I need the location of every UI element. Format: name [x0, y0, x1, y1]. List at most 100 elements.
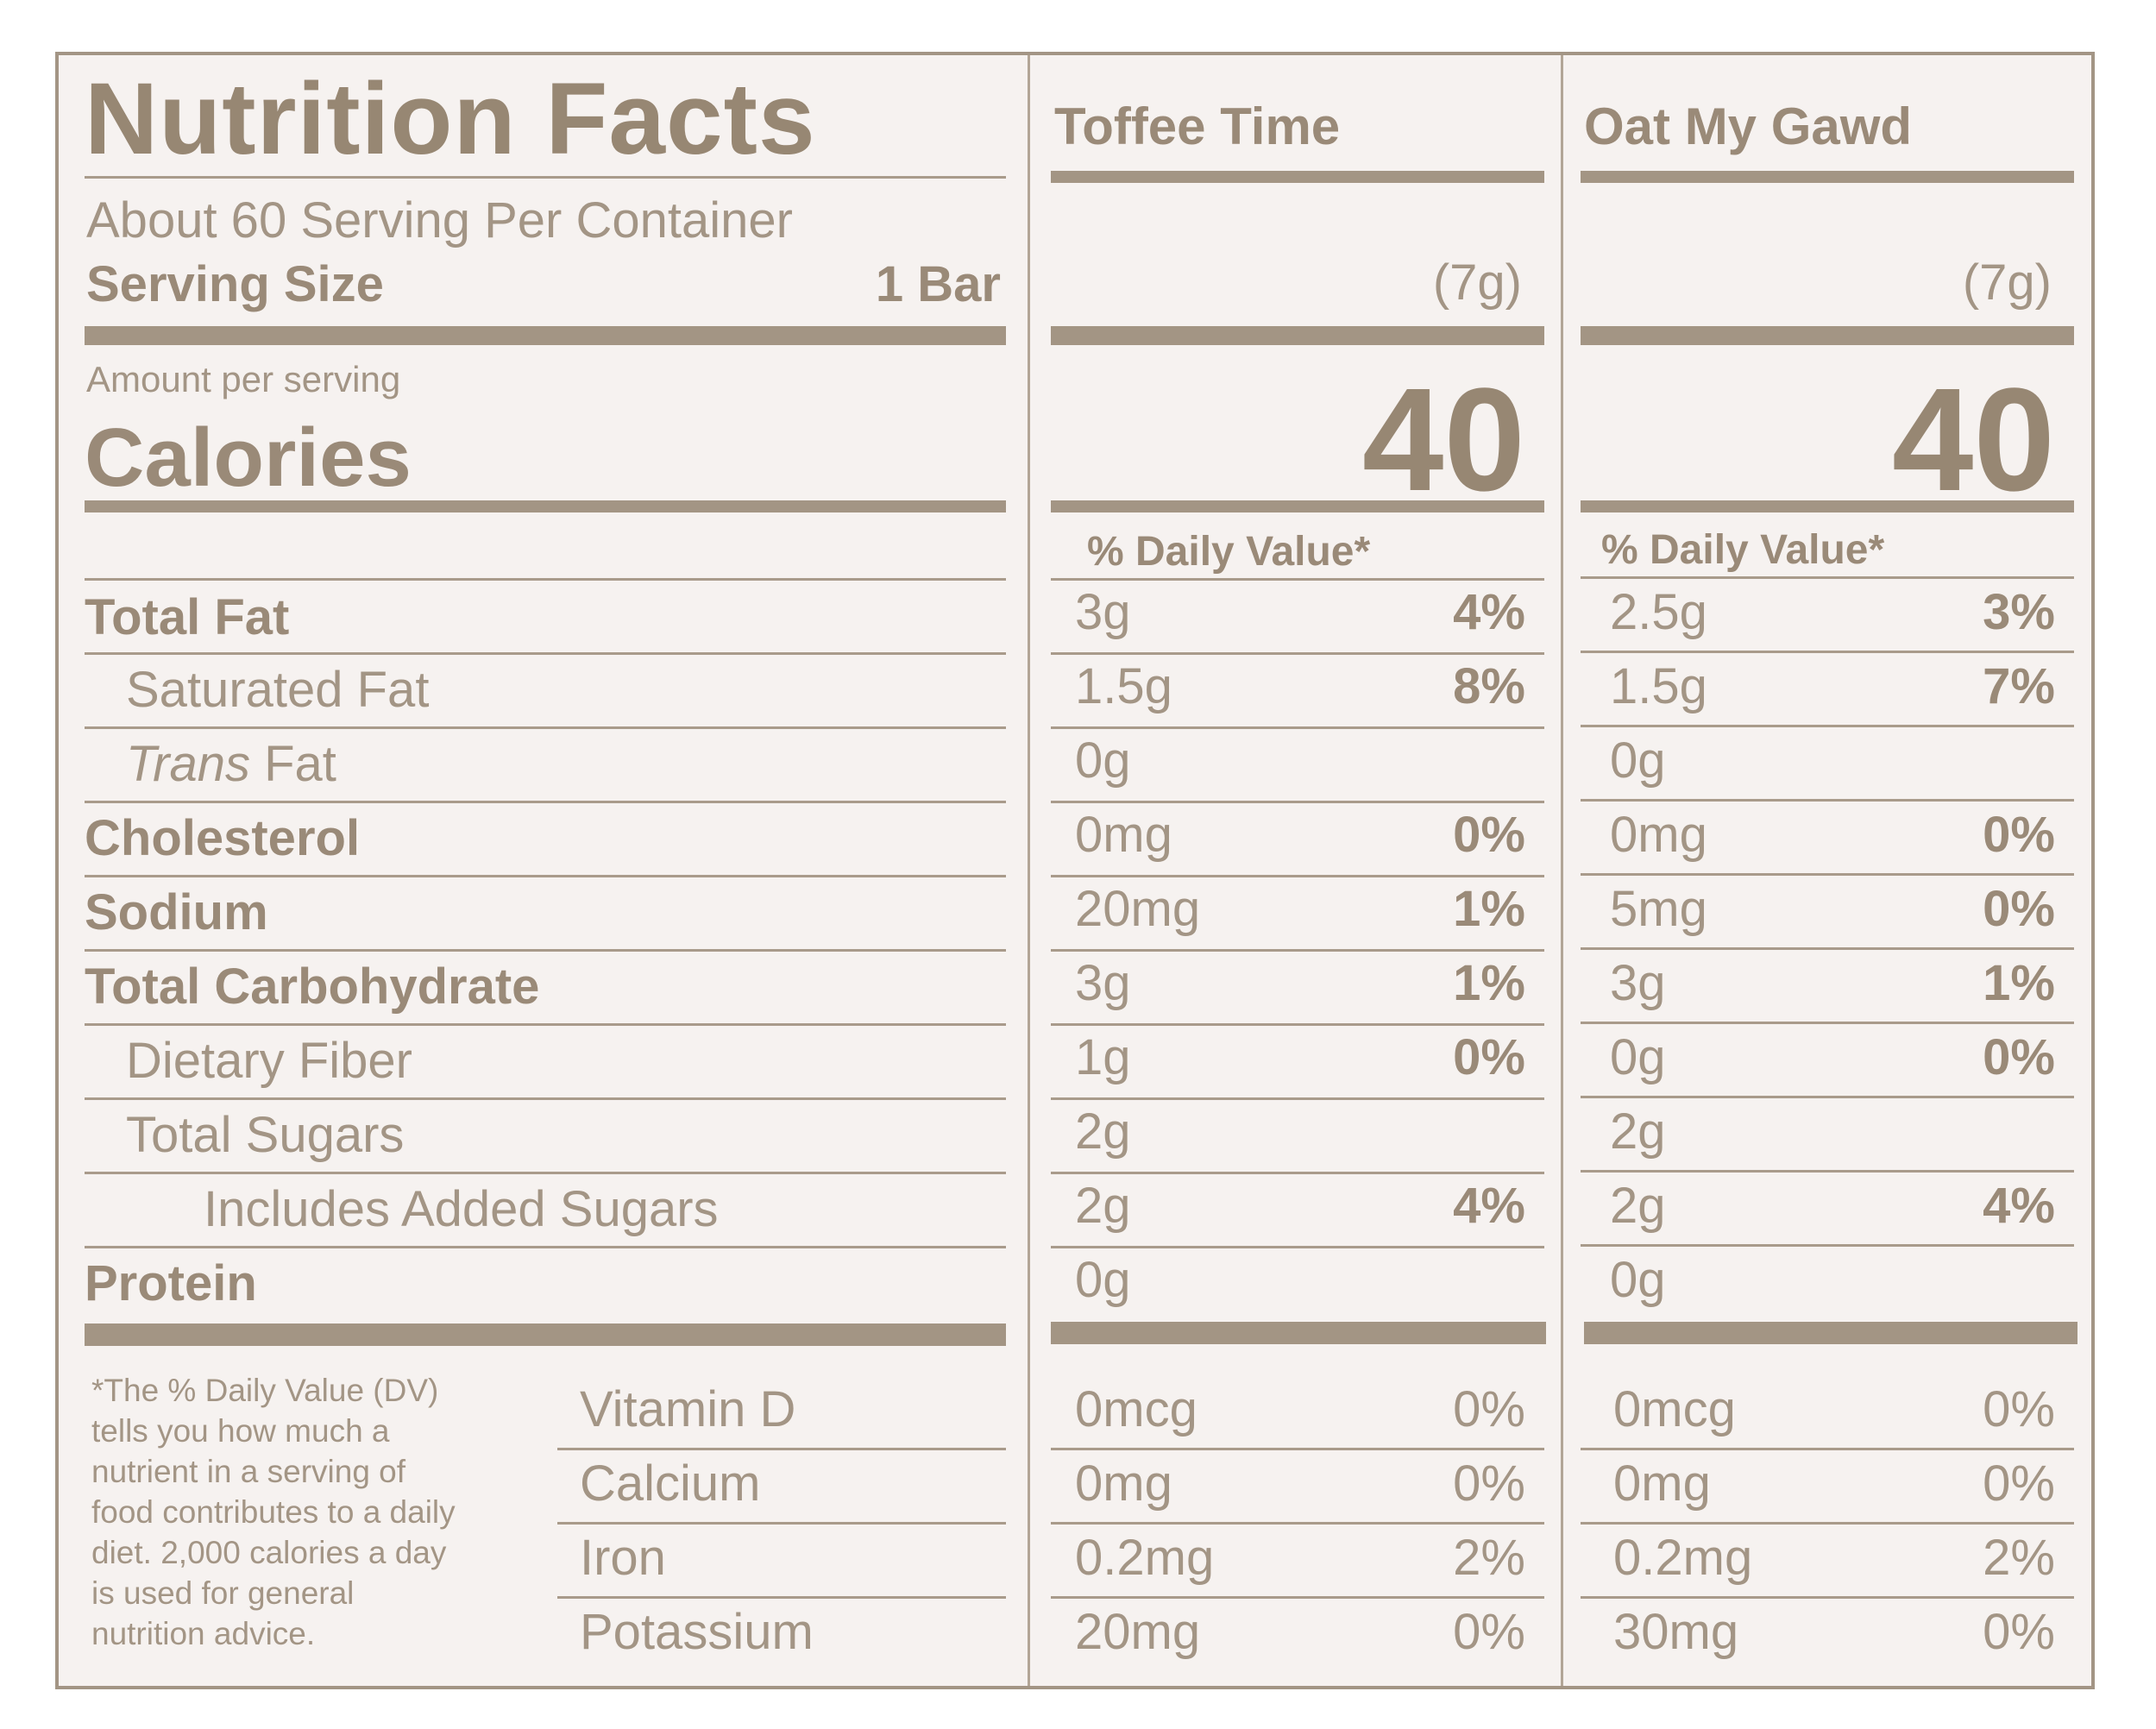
- nutrient-label-dietary-fiber: Dietary Fiber: [126, 1033, 412, 1089]
- vitamins-thick-rule: [1584, 1322, 2077, 1344]
- row-rule: [1051, 1522, 1544, 1525]
- vitamins-thick-rule: [1051, 1322, 1546, 1344]
- vitamin-label-iron: Iron: [580, 1530, 666, 1586]
- row-rule: [1051, 1097, 1544, 1100]
- p2-dv-added-sugars: 4%: [1983, 1178, 2055, 1234]
- row-rule: [1051, 578, 1544, 581]
- row-rule: [557, 1448, 1006, 1450]
- footnote-line: nutrient in a serving of: [91, 1454, 406, 1489]
- p2-dv-total-carbohydrate: 1%: [1983, 955, 2055, 1011]
- p1-dv-vitamin-d: 0%: [1453, 1381, 1525, 1437]
- p2-dv-vitamin-d: 0%: [1983, 1381, 2055, 1437]
- row-rule: [85, 652, 1006, 655]
- p1-amount-total-fat: 3g: [1075, 584, 1131, 640]
- row-rule: [1051, 949, 1544, 952]
- serving-size-value: 1 Bar: [875, 256, 1001, 312]
- p1-dv-sodium: 1%: [1453, 881, 1525, 937]
- row-rule: [1581, 1096, 2074, 1098]
- row-rule: [557, 1596, 1006, 1599]
- row-rule: [557, 1522, 1006, 1525]
- row-rule: [85, 578, 1006, 581]
- p2-amount-protein: 0g: [1610, 1252, 1666, 1308]
- p1-dv-calcium: 0%: [1453, 1456, 1525, 1512]
- p2-dv-saturated-fat: 7%: [1983, 658, 2055, 714]
- p1-amount-calcium: 0mg: [1075, 1456, 1172, 1512]
- row-rule: [85, 875, 1006, 877]
- row-rule: [1581, 576, 2074, 579]
- p1-dv-total-carbohydrate: 1%: [1453, 955, 1525, 1011]
- amount-per-serving: Amount per serving: [86, 359, 401, 399]
- p2-amount-added-sugars: 2g: [1610, 1178, 1666, 1234]
- p2-amount-vitamin-d: 0mcg: [1613, 1381, 1736, 1437]
- p2-amount-potassium: 30mg: [1613, 1604, 1739, 1660]
- p2-amount-total-sugars: 2g: [1610, 1103, 1666, 1160]
- p2-amount-calcium: 0mg: [1613, 1456, 1711, 1512]
- p2-amount-trans-fat: 0g: [1610, 732, 1666, 789]
- p2-dv-potassium: 0%: [1983, 1604, 2055, 1660]
- p1-dv-cholesterol: 0%: [1453, 807, 1525, 863]
- p2-dv-cholesterol: 0%: [1983, 807, 2055, 863]
- column-divider: [1561, 55, 1563, 1686]
- row-rule: [1581, 1596, 2074, 1599]
- product-1-serving-rule: [1051, 326, 1544, 345]
- row-rule: [1581, 1522, 2074, 1525]
- row-rule: [85, 801, 1006, 803]
- trans-rest: Fat: [249, 736, 336, 792]
- row-rule: [1051, 652, 1544, 655]
- nutrition-facts-label: Nutrition Facts About 60 Serving Per Con…: [55, 52, 2095, 1689]
- product-2-dv-header: % Daily Value*: [1601, 527, 1885, 573]
- vitamin-label-potassium: Potassium: [580, 1604, 814, 1660]
- column-divider: [1028, 55, 1030, 1686]
- p1-amount-potassium: 20mg: [1075, 1604, 1201, 1660]
- nutrient-label-total-sugars: Total Sugars: [126, 1107, 405, 1163]
- p1-amount-cholesterol: 0mg: [1075, 807, 1172, 863]
- footnote-line: tells you how much a: [91, 1413, 390, 1449]
- nutrient-label-sodium: Sodium: [85, 884, 268, 940]
- nutrient-label-trans-fat: Trans Fat: [126, 735, 336, 793]
- product-1-calories: 40: [1361, 358, 1525, 522]
- row-rule: [85, 1023, 1006, 1026]
- p1-amount-added-sugars: 2g: [1075, 1178, 1131, 1234]
- serving-thick-rule: [85, 326, 1006, 345]
- product-1-name-rule: [1051, 171, 1544, 183]
- row-rule: [1581, 1170, 2074, 1173]
- calories-label: Calories: [85, 412, 412, 504]
- footnote-line: is used for general: [91, 1575, 355, 1611]
- footnote-line: diet. 2,000 calories a day: [91, 1535, 447, 1570]
- vitamins-thick-rule: [85, 1323, 1006, 1346]
- row-rule: [1051, 726, 1544, 729]
- nutrient-label-total-fat: Total Fat: [85, 589, 290, 645]
- p1-amount-total-sugars: 2g: [1075, 1103, 1131, 1160]
- p1-dv-potassium: 0%: [1453, 1604, 1525, 1660]
- row-rule: [1051, 801, 1544, 803]
- row-rule: [1581, 725, 2074, 727]
- row-rule: [1051, 1596, 1544, 1599]
- p2-amount-saturated-fat: 1.5g: [1610, 658, 1707, 714]
- row-rule: [1051, 875, 1544, 877]
- nutrient-label-total-carbohydrate: Total Carbohydrate: [85, 959, 540, 1015]
- p2-amount-dietary-fiber: 0g: [1610, 1029, 1666, 1085]
- nutrient-label-cholesterol: Cholesterol: [85, 810, 361, 866]
- row-rule: [1581, 651, 2074, 653]
- product-2-calories-rule: [1581, 500, 2074, 512]
- row-rule: [1581, 1022, 2074, 1024]
- vitamin-label-vitamin-d: Vitamin D: [580, 1381, 796, 1437]
- p2-dv-sodium: 0%: [1983, 881, 2055, 937]
- row-rule: [1581, 1448, 2074, 1450]
- row-rule: [1581, 947, 2074, 950]
- p1-amount-dietary-fiber: 1g: [1075, 1029, 1131, 1085]
- row-rule: [1051, 1246, 1544, 1248]
- product-1-dv-header: % Daily Value*: [1087, 529, 1371, 575]
- row-rule: [85, 1246, 1006, 1248]
- row-rule: [1051, 1172, 1544, 1174]
- p1-amount-sodium: 20mg: [1075, 881, 1201, 937]
- p2-amount-total-fat: 2.5g: [1610, 584, 1707, 640]
- row-rule: [1051, 1023, 1544, 1026]
- p1-amount-iron: 0.2mg: [1075, 1530, 1215, 1586]
- row-rule: [1581, 873, 2074, 876]
- p1-amount-protein: 0g: [1075, 1252, 1131, 1308]
- p2-amount-iron: 0.2mg: [1613, 1530, 1753, 1586]
- product-2-serving-weight: (7g): [1962, 255, 2052, 311]
- product-2-name-rule: [1581, 171, 2074, 183]
